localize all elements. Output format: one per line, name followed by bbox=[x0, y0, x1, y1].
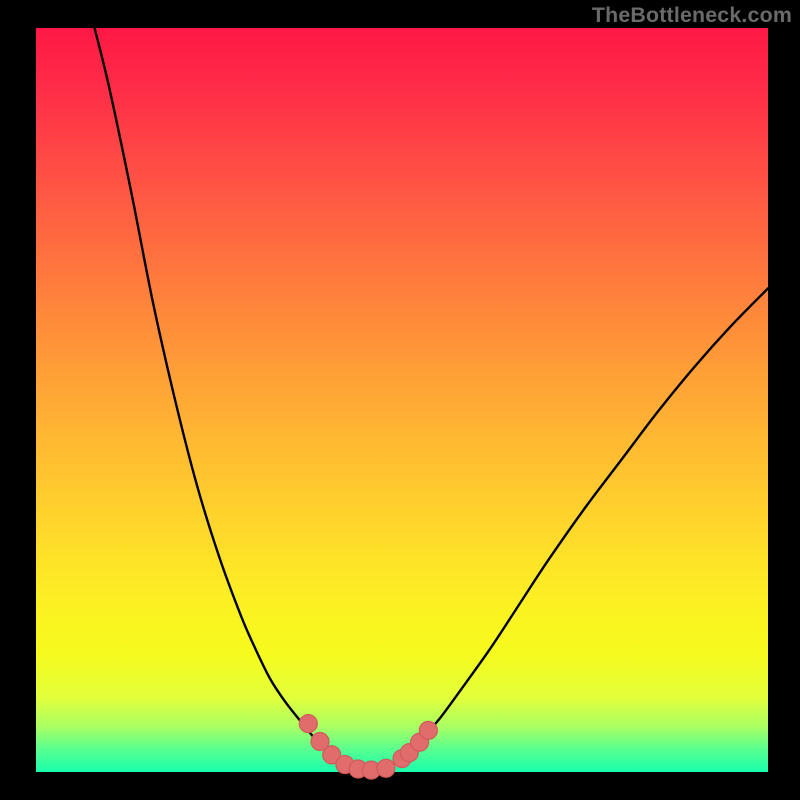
data-marker bbox=[299, 715, 317, 733]
data-marker bbox=[419, 721, 437, 739]
chart-overlay bbox=[0, 0, 800, 800]
bottleneck-curve bbox=[95, 28, 768, 771]
chart-frame: TheBottleneck.com bbox=[0, 0, 800, 800]
data-marker bbox=[377, 759, 395, 777]
marker-group bbox=[299, 715, 437, 780]
